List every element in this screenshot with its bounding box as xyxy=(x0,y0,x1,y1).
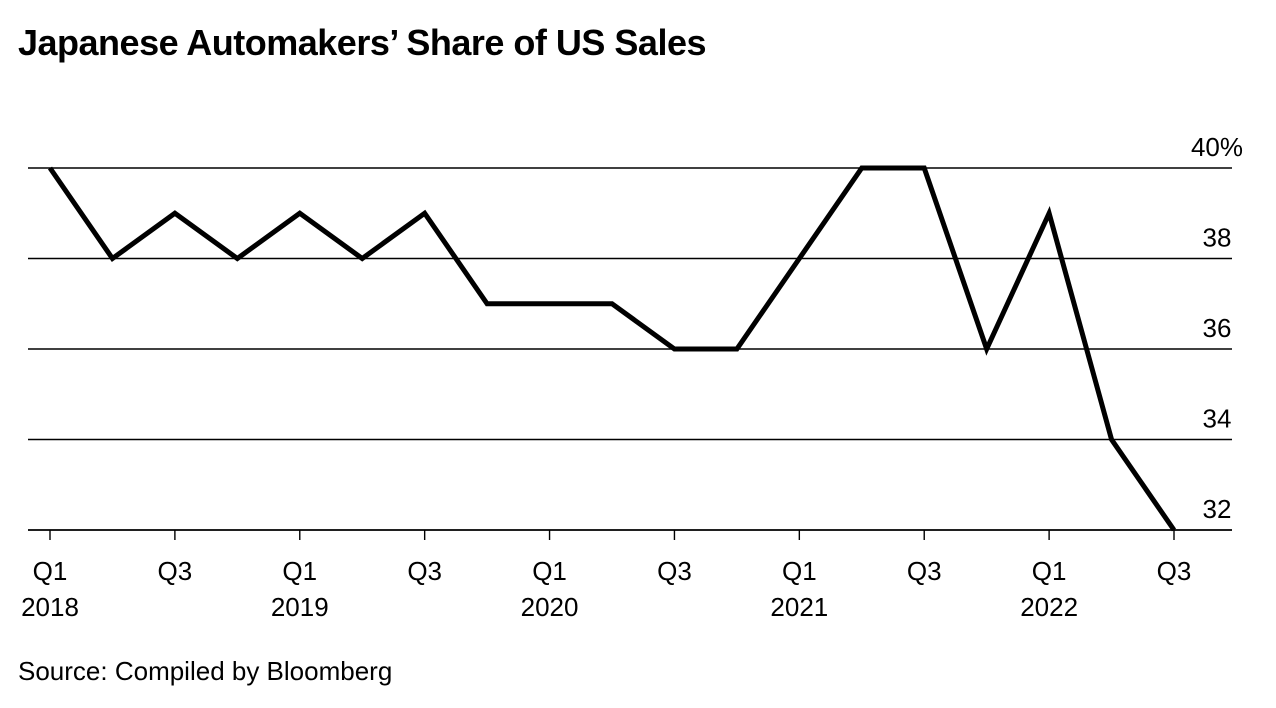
x-tick-label-quarter: Q3 xyxy=(907,556,942,586)
x-tick-label-quarter: Q3 xyxy=(407,556,442,586)
y-tick-label: 32 xyxy=(1203,494,1232,524)
x-tick-label-quarter: Q1 xyxy=(1032,556,1067,586)
x-tick-label-quarter: Q3 xyxy=(657,556,692,586)
x-tick-label-quarter: Q3 xyxy=(1157,556,1192,586)
y-tick-label: 36 xyxy=(1203,313,1232,343)
x-tick-label-year: 2020 xyxy=(521,592,579,622)
y-tick-label: 34 xyxy=(1203,404,1232,434)
x-tick-label-year: 2019 xyxy=(271,592,329,622)
y-tick-label: 38 xyxy=(1203,223,1232,253)
x-tick-label-year: 2018 xyxy=(21,592,79,622)
series-line-0 xyxy=(47,165,1177,532)
x-tick-label-quarter: Q1 xyxy=(33,556,68,586)
x-tick-label-year: 2021 xyxy=(770,592,828,622)
x-tick-label-year: 2022 xyxy=(1020,592,1078,622)
x-tick-label-quarter: Q1 xyxy=(282,556,317,586)
chart-source: Source: Compiled by Bloomberg xyxy=(18,656,393,686)
y-tick-label: 40% xyxy=(1191,132,1243,162)
x-tick-label-quarter: Q1 xyxy=(782,556,817,586)
x-tick-label-quarter: Q1 xyxy=(532,556,567,586)
x-tick-label-quarter: Q3 xyxy=(158,556,193,586)
chart-title: Japanese Automakers’ Share of US Sales xyxy=(18,22,707,63)
